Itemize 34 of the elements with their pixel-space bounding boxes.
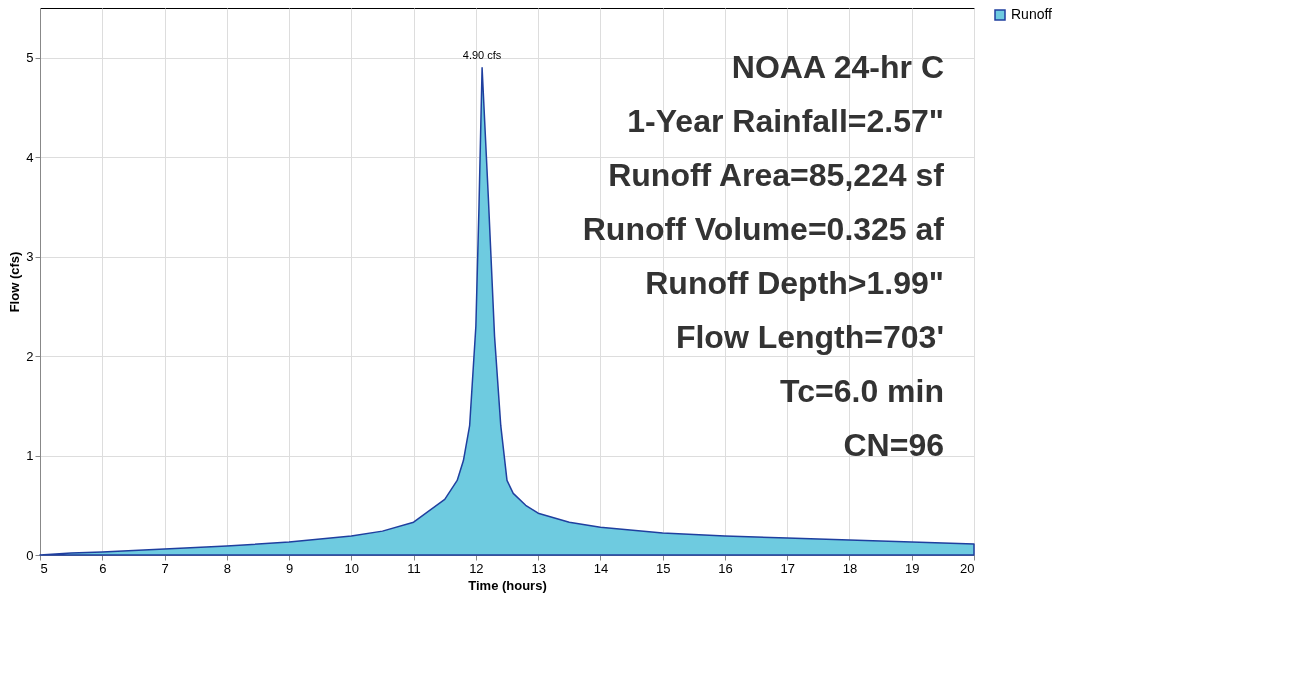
- annotation: Runoff Depth>1.99": [645, 265, 944, 301]
- x-axis-title: Time (hours): [468, 577, 547, 593]
- x-tick-label: 15: [655, 560, 671, 576]
- annotation: Tc=6.0 min: [780, 373, 944, 409]
- x-tick-label: 5: [40, 560, 48, 576]
- x-tick-label: 11: [407, 560, 421, 576]
- x-tick-label: 9: [285, 560, 294, 576]
- annotation: Runoff Volume=0.325 af: [582, 211, 945, 247]
- x-tick-label: 17: [780, 560, 795, 576]
- x-tick-label: 18: [842, 560, 858, 576]
- x-tick-label: 10: [344, 560, 360, 576]
- x-tick-label: 16: [718, 560, 733, 576]
- y-tick-label: 1: [26, 448, 34, 464]
- annotation: NOAA 24-hr C: [731, 49, 944, 85]
- x-tick-label: 13: [531, 560, 546, 576]
- x-tick-label: 19: [905, 560, 920, 576]
- annotation: Runoff Area=85,224 sf: [608, 157, 945, 193]
- legend-label: Runoff: [1011, 6, 1053, 22]
- y-tick-label: 3: [26, 249, 34, 265]
- x-tick-label: 8: [223, 560, 231, 576]
- annotation: 1-Year Rainfall=2.57": [627, 103, 944, 139]
- y-tick-label: 2: [26, 348, 34, 364]
- x-tick-label: 7: [161, 560, 169, 576]
- y-axis-title: Flow (cfs): [7, 251, 23, 313]
- y-tick-label: 5: [26, 50, 34, 66]
- annotation: 4.90 cfs: [462, 48, 502, 61]
- y-tick-label: 0: [26, 547, 34, 563]
- y-tick-label: 4: [26, 149, 34, 165]
- x-tick-label: 6: [99, 560, 107, 576]
- annotation: Flow Length=703': [675, 319, 944, 355]
- annotation: CN=96: [843, 427, 944, 463]
- x-tick-label: 20: [960, 560, 975, 576]
- x-tick-label: 14: [593, 560, 609, 576]
- x-tick-label: 12: [469, 560, 484, 576]
